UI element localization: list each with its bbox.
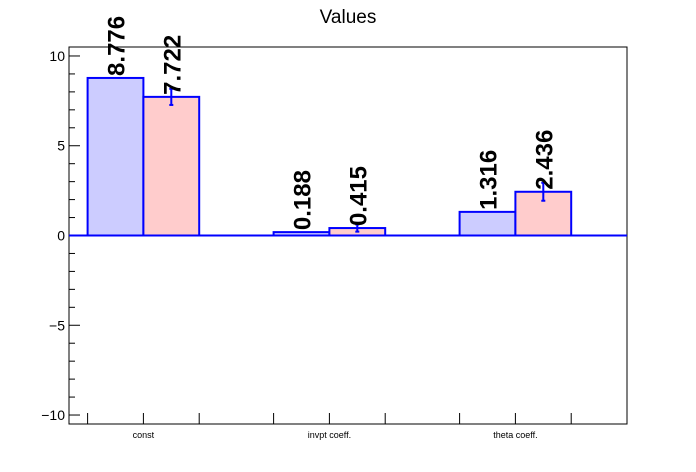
y-tick-label: −10	[41, 407, 65, 423]
chart-title: Values	[320, 7, 377, 28]
data-label: 7.722	[159, 35, 186, 95]
y-tick-label: −5	[49, 317, 65, 333]
y-tick-label: 5	[57, 138, 65, 154]
plot-area: −10 −5 0 5 10 8.776 0.188 1.316 7.722 0.415 2.436 c…	[41, 16, 628, 440]
data-label: 2.436	[531, 130, 558, 190]
data-label: 0.415	[345, 166, 372, 226]
data-label: 0.188	[290, 170, 317, 230]
y-tick-label: 10	[49, 48, 65, 64]
x-category-label: theta coeff.	[493, 430, 537, 440]
data-label: 1.316	[476, 150, 503, 210]
bar	[142, 95, 201, 237]
bar	[86, 76, 145, 237]
data-label: 8.776	[104, 16, 131, 76]
x-category-label: invpt coeff.	[308, 430, 351, 440]
y-tick-label: 0	[57, 228, 65, 244]
bar	[458, 210, 517, 237]
x-category-label: const	[133, 430, 155, 440]
